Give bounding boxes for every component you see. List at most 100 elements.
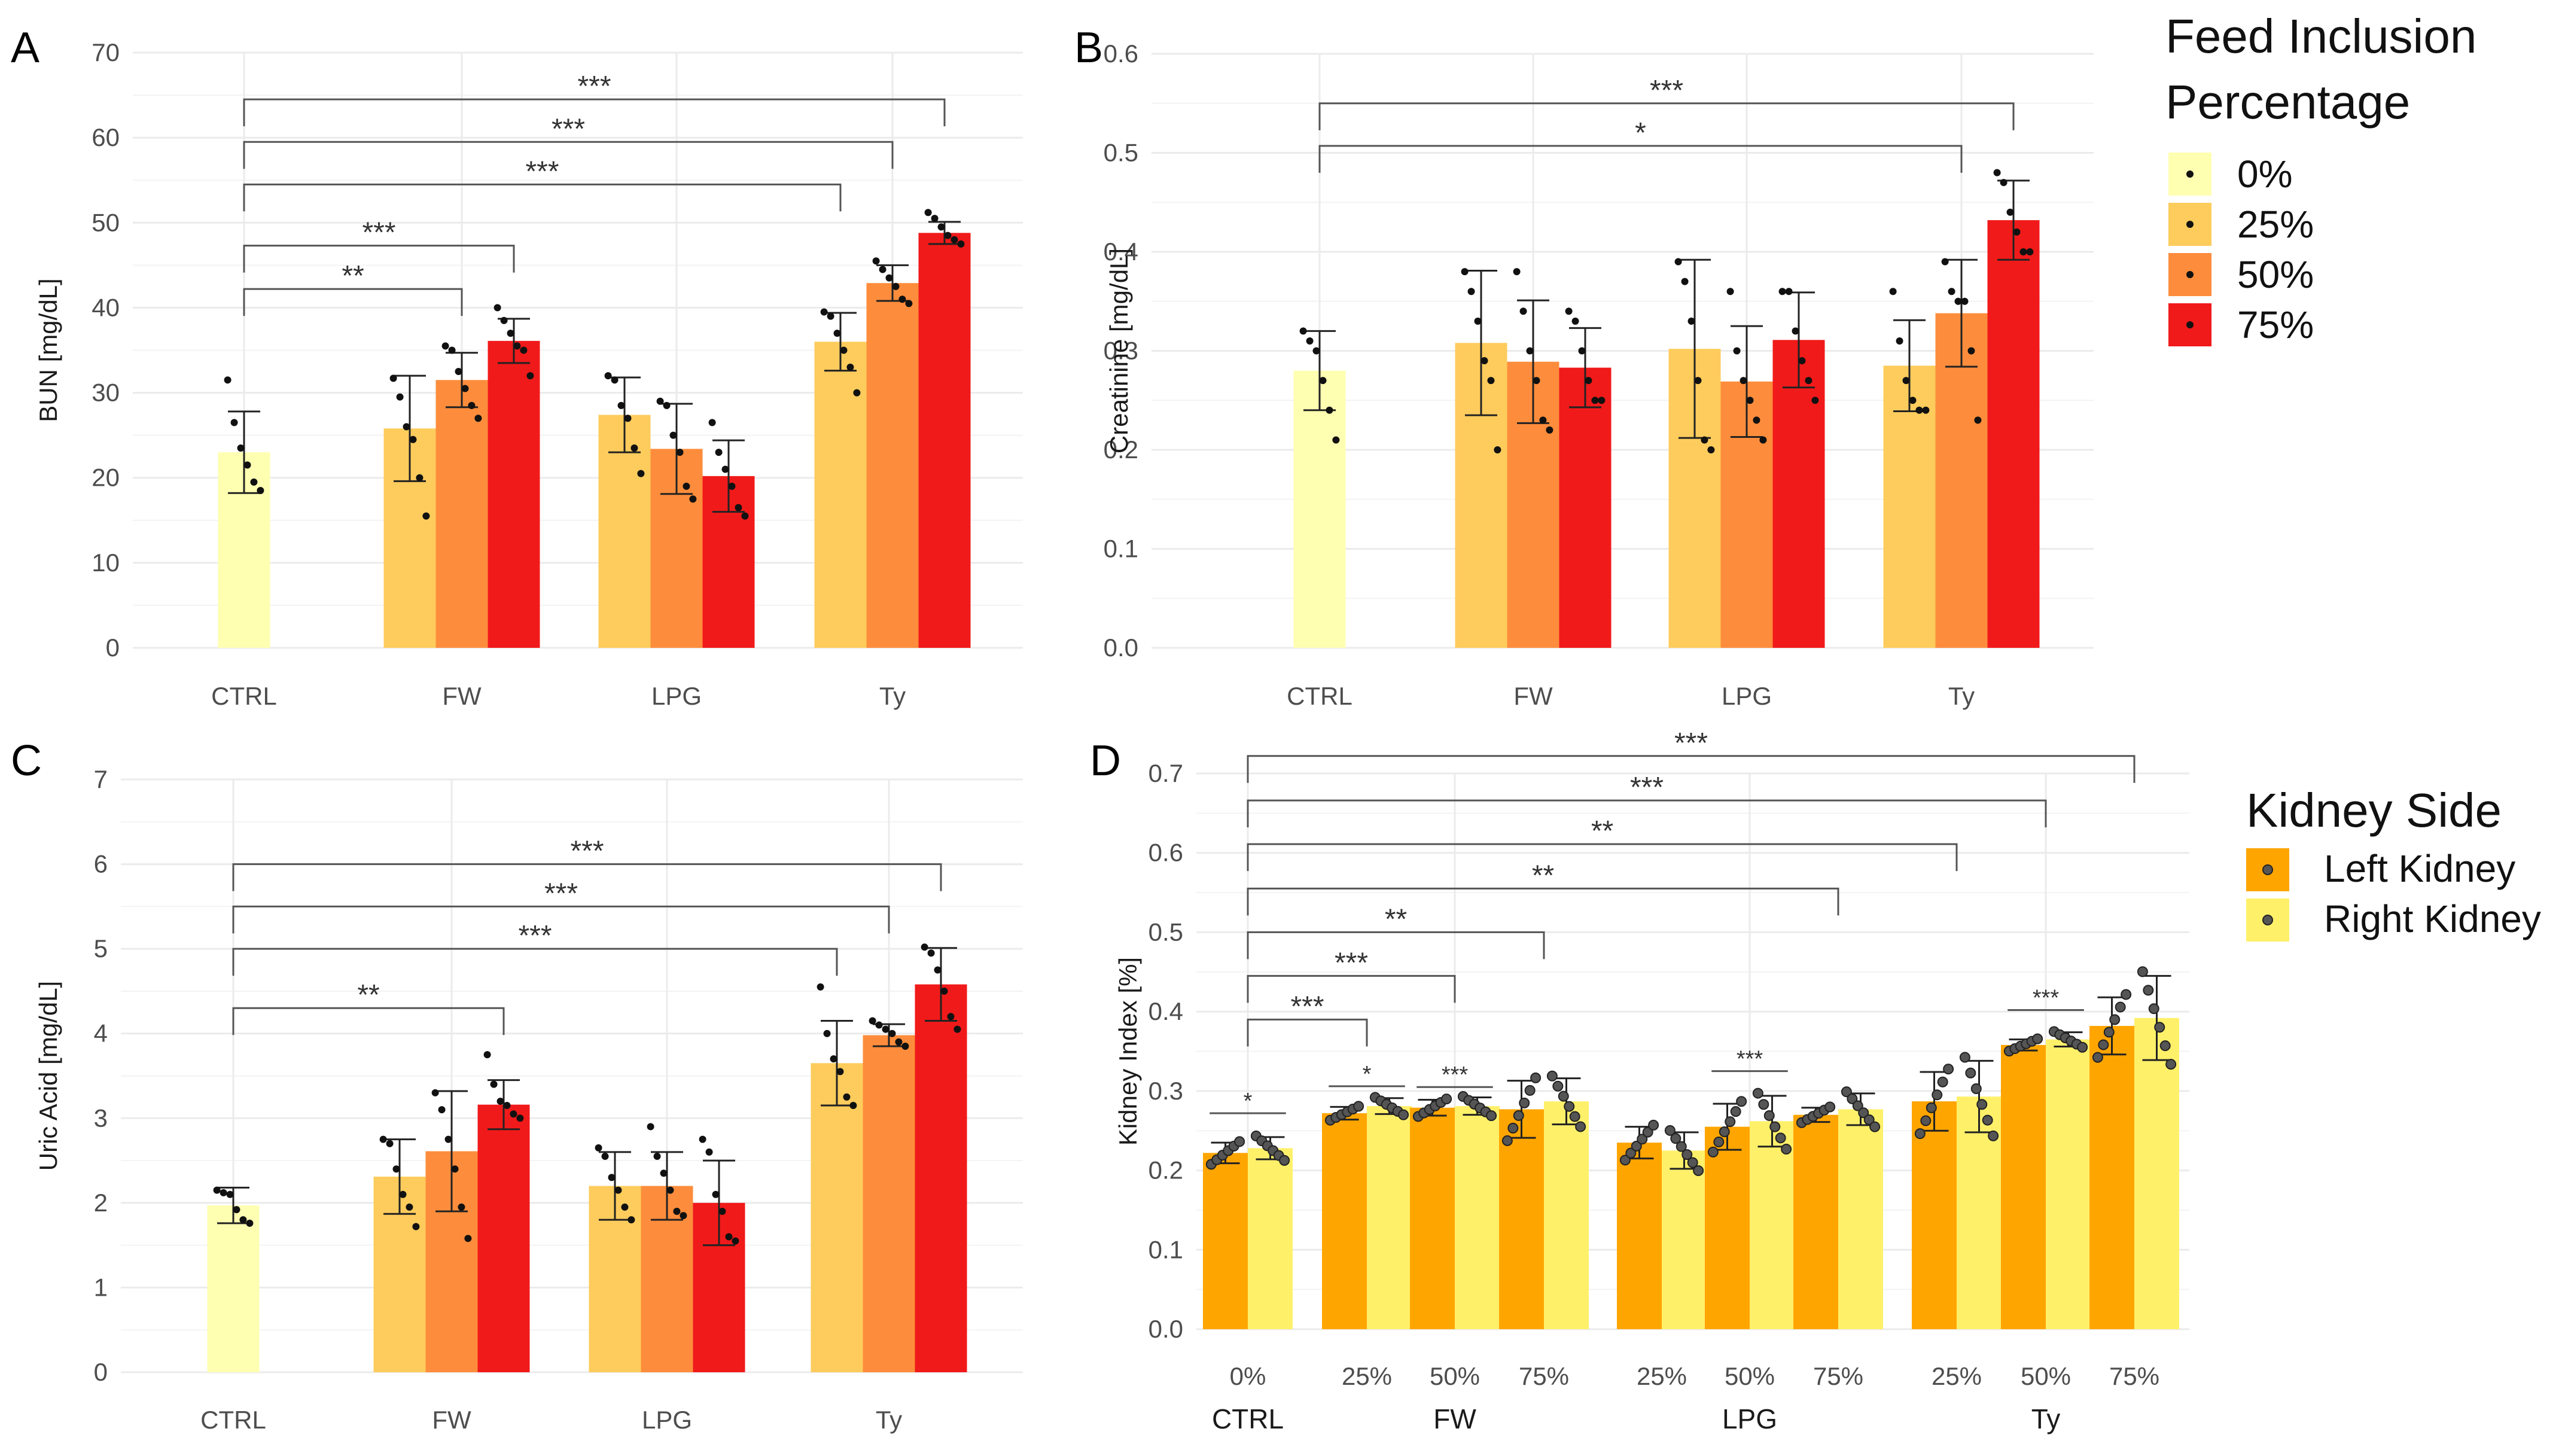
data-point [595,1144,602,1152]
data-point [1681,1149,1693,1160]
data-point [885,274,893,282]
data-point [1740,377,1747,385]
data-point [239,1216,247,1224]
data-point [1441,1093,1452,1105]
data-point [1778,288,1786,296]
significance-bracket [1247,799,2047,828]
data-point [1785,288,1793,296]
data-point [725,1233,733,1241]
y-tick-label: 0.2 [1149,1156,1183,1184]
data-point [1546,1070,1558,1082]
data-point [1932,1089,1943,1101]
data-point [483,1051,491,1059]
data-point [680,1212,687,1220]
data-point [1687,317,1695,325]
data-point [431,1089,439,1096]
pair-significance-label: *** [2033,985,2060,1010]
data-point [1642,1126,1653,1138]
data-point [257,487,264,495]
x-level-label: 75% [1519,1362,1569,1390]
legend-label: Right Kidney [2324,897,2541,940]
data-point [627,1216,635,1224]
data-point [1707,446,1715,453]
bar [488,340,540,648]
bar [863,1035,915,1372]
data-point [732,1237,739,1245]
data-point [1753,416,1760,424]
data-point [386,1140,394,1147]
data-point [1575,1121,1586,1132]
pair-significance-label: *** [1442,1062,1469,1088]
data-point [647,1123,654,1131]
significance-label: *** [518,920,552,952]
data-point [224,376,231,384]
data-point [503,1102,511,1110]
data-point [1988,1130,1999,1141]
x-tick-label: Ty [1948,682,1975,710]
x-tick-label: Ty [879,682,906,710]
x-tick-label: LPG [651,682,702,710]
data-point [921,943,928,951]
data-point [1552,1080,1564,1092]
bar-left-kidney [1705,1126,1750,1329]
data-point [1746,397,1754,404]
data-point [608,1174,616,1181]
bar [1935,313,1988,648]
data-point [2137,966,2148,977]
x-level-label: 75% [1813,1362,1863,1390]
data-point [226,1190,234,1198]
bar [915,984,967,1372]
significance-label: *** [570,836,604,867]
data-point [1585,377,1592,385]
significance-bracket [1247,887,1839,916]
data-point [924,209,932,217]
data-point [1847,1093,1858,1104]
bar-left-kidney [1410,1107,1455,1329]
data-point [1619,1155,1631,1166]
data-point [611,376,619,384]
x-level-label: 50% [1430,1362,1480,1390]
data-point [1805,377,1812,385]
data-point [233,1206,240,1214]
data-point [243,461,251,469]
data-point [237,444,245,452]
data-point [526,372,534,380]
data-point [422,512,430,520]
data-point [1914,1128,1926,1140]
x-tick-label: LPG [1722,682,1772,710]
data-point [516,1114,524,1122]
significance-bracket [243,183,842,212]
data-point [1824,1101,1836,1113]
data-point [1694,377,1702,385]
significance-bracket [243,245,515,273]
significance-bracket [232,863,942,891]
data-point [1719,1126,1730,1138]
data-point [1564,1101,1575,1112]
y-tick-label: 7 [94,765,108,793]
data-point [721,465,729,473]
data-point [689,495,697,503]
legend-swatch-dot [2186,170,2194,178]
significance-bracket [1318,145,1963,173]
data-point [2000,179,2008,187]
data-point [1982,1114,1993,1126]
bar [477,1104,530,1372]
data-point [1922,406,1930,414]
x-tick-label: CTRL [1287,682,1352,710]
panel-letter: C [11,737,42,785]
legend-kidney-side: Kidney Side Left Kidney Right Kidney [2246,784,2541,942]
legend-label: Left Kidney [2324,847,2515,890]
bar [814,342,867,648]
data-point [637,470,645,477]
data-point [1526,347,1534,355]
significance-bracket [1247,755,2136,783]
data-point [741,512,749,520]
data-point [399,1190,407,1198]
bar-right-kidney [1248,1148,1293,1329]
pair-significance-label: * [1244,1089,1253,1114]
data-point [1637,1134,1648,1145]
data-point [879,266,887,273]
data-point [1811,397,1819,404]
data-point [1713,1136,1725,1147]
